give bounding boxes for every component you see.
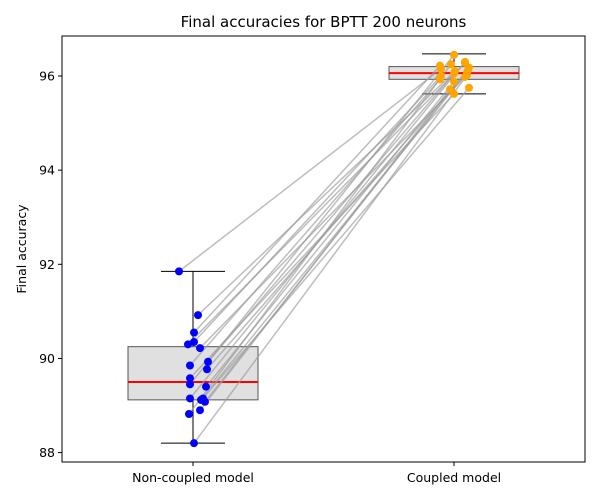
coupled-point <box>447 60 455 69</box>
non-coupled-point <box>186 374 194 383</box>
non-coupled-point <box>185 409 193 418</box>
y-tick-label: 94 <box>39 163 55 178</box>
pair-connector-line <box>189 54 455 385</box>
plot-area: 88 90 92 94 96 Non-coupled model Coupled model <box>39 35 586 485</box>
non-coupled-point <box>201 397 209 406</box>
pair-connector-line <box>193 74 468 444</box>
pair-connector-line <box>193 65 441 334</box>
y-tick-label: 90 <box>39 351 55 366</box>
non-coupled-point <box>204 357 212 366</box>
coupled-point <box>450 50 458 59</box>
pair-connector-line <box>189 78 441 366</box>
coupled-point <box>450 77 458 86</box>
pair-connector-line <box>178 68 442 272</box>
pair-connector-line <box>202 87 470 399</box>
y-tick-label: 92 <box>39 257 55 272</box>
y-tick-label: 88 <box>39 445 55 460</box>
coupled-point <box>436 75 444 84</box>
pair-connector-line <box>188 63 452 415</box>
pair-connector-line <box>197 70 456 316</box>
pair-connector-line <box>187 62 466 345</box>
coupled-point <box>446 85 454 94</box>
non-coupled-point <box>196 406 204 415</box>
coupled-point <box>461 57 469 66</box>
non-coupled-point <box>190 337 198 346</box>
non-coupled-point <box>194 311 202 320</box>
coupled-point <box>436 61 444 70</box>
non-coupled-point <box>202 382 210 391</box>
non-coupled-point <box>175 267 183 276</box>
non-coupled-point <box>196 344 204 353</box>
non-coupled-point <box>186 380 194 389</box>
chart-title: Final accuracies for BPTT 200 neurons <box>181 13 467 31</box>
y-axis-label: Final accuracy <box>14 204 29 294</box>
pair-connector-line <box>199 88 451 411</box>
non-coupled-point <box>203 365 211 374</box>
coupled-point <box>463 71 471 80</box>
x-tick-label: Coupled model <box>407 470 501 485</box>
coupled-point <box>450 69 458 78</box>
non-coupled-point <box>186 361 194 370</box>
non-coupled-point <box>190 328 198 337</box>
x-tick-label: Non-coupled model <box>132 470 254 485</box>
non-coupled-point <box>186 394 194 403</box>
non-coupled-point <box>184 340 192 349</box>
coupled-point <box>465 63 473 72</box>
y-tick-label: 96 <box>39 69 55 84</box>
non-coupled-point <box>190 439 198 448</box>
pair-connector-line <box>193 75 442 343</box>
coupled-point <box>465 83 473 92</box>
plot-frame <box>61 35 586 463</box>
